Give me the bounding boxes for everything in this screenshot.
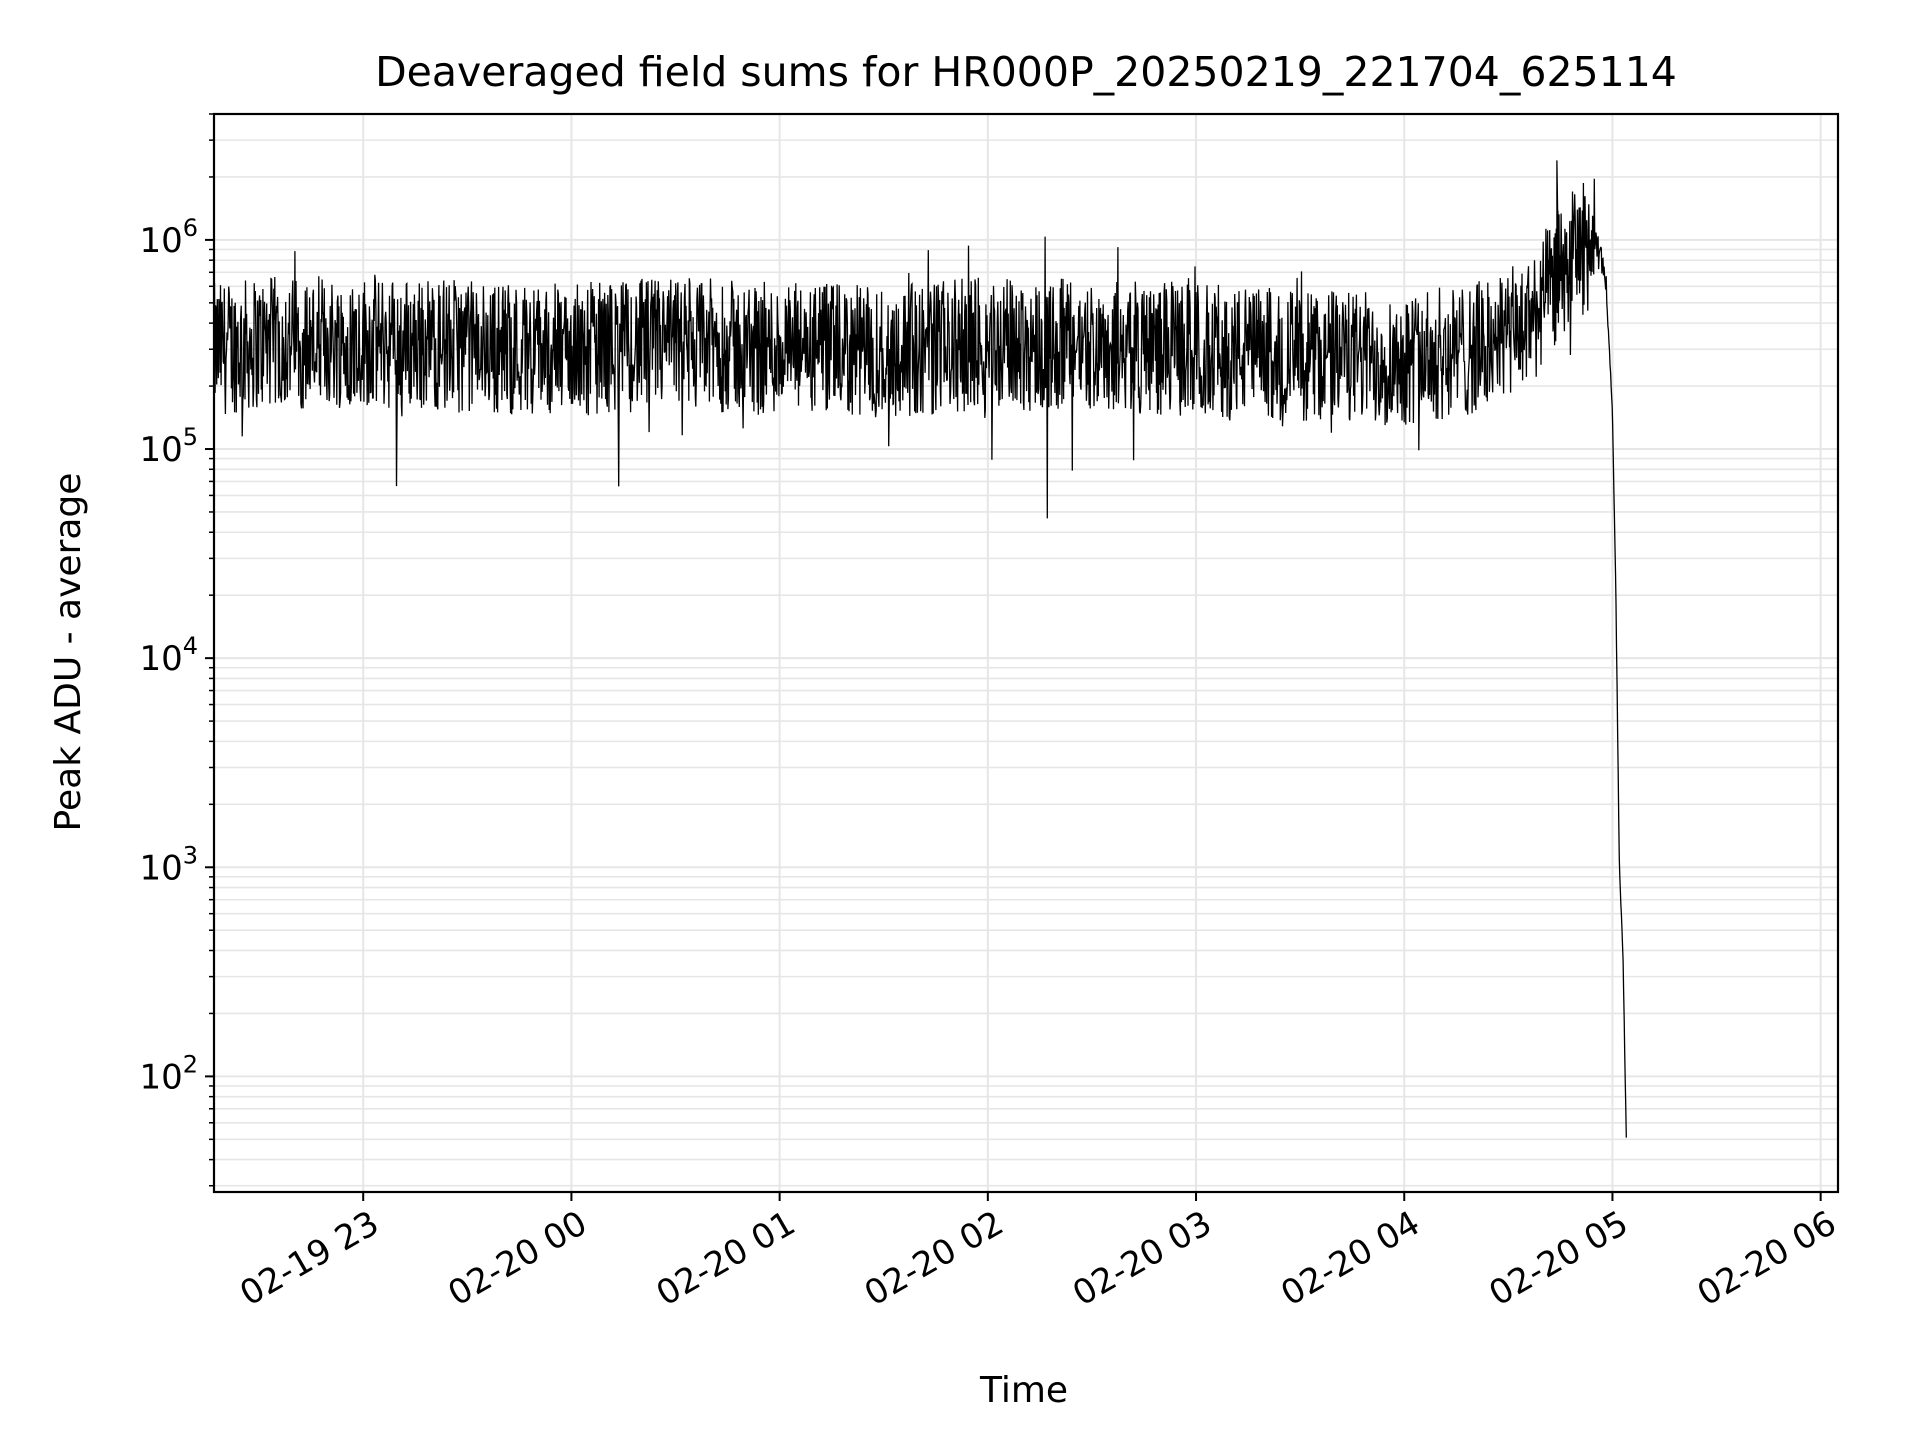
y-tick-label: 105: [139, 423, 198, 470]
y-axis: 102 103 104 105 106: [139, 113, 214, 1187]
x-tick-label: 02-20 03: [1066, 1203, 1218, 1314]
plot-frame: [212, 112, 1840, 1194]
x-tick-label: 02-20 06: [1691, 1203, 1843, 1314]
x-tick-label: 02-20 05: [1483, 1203, 1635, 1314]
series-line: [213, 160, 1627, 1138]
y-tick-label: 104: [139, 632, 198, 679]
y-tick-label: 103: [139, 841, 198, 888]
chart-title: Deaveraged field sums for HR000P_2025021…: [375, 48, 1677, 96]
y-tick-label: 102: [139, 1050, 198, 1097]
x-tick-label: 02-19 23: [233, 1203, 385, 1314]
x-tick-label: 02-20 02: [858, 1203, 1010, 1314]
y-axis-label: Peak ADU - average: [48, 473, 89, 832]
grid-lines: [214, 113, 1838, 1192]
x-tick-label: 02-20 01: [650, 1203, 802, 1314]
x-axis: 02-19 23 02-20 00 02-20 01 02-20 02 02-20 03…: [233, 1192, 1843, 1314]
y-tick-label: 106: [139, 214, 198, 261]
x-axis-label: Time: [979, 1370, 1068, 1411]
x-tick-label: 02-20 00: [442, 1203, 594, 1314]
x-tick-label: 02-20 04: [1274, 1203, 1426, 1314]
